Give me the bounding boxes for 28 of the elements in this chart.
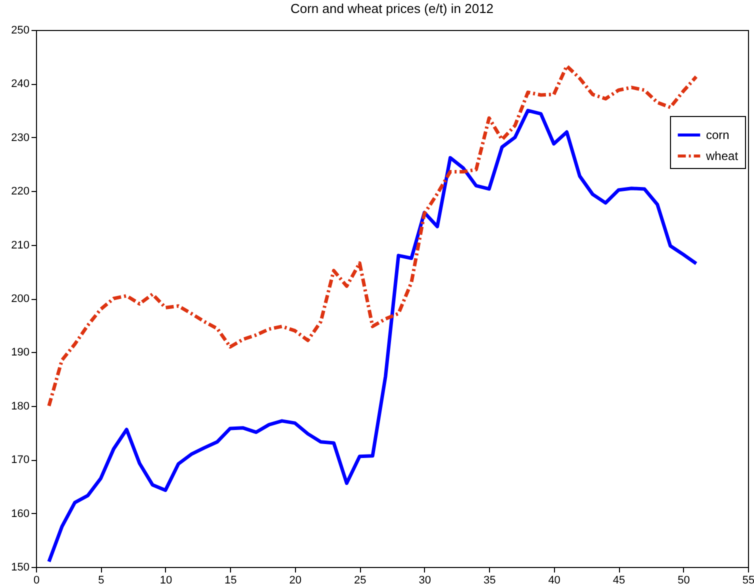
- x-tick-label: 20: [289, 574, 302, 586]
- y-tick-label: 190: [11, 346, 30, 359]
- line-series: [47, 108, 698, 564]
- y-tick-label: 210: [11, 239, 30, 252]
- chart-title: Corn and wheat prices (e/t) in 2012: [290, 1, 494, 16]
- x-tick-label: 50: [678, 574, 690, 586]
- x-tick-label: 15: [224, 574, 237, 586]
- line-series: [47, 64, 698, 408]
- x-tick-label: 45: [612, 574, 626, 586]
- x-tick-label: 55: [742, 574, 754, 586]
- y-tick-label: 230: [11, 132, 30, 144]
- y-tick-label: 180: [11, 400, 30, 412]
- y-tick-label: 200: [11, 293, 30, 305]
- y-tick-label: 170: [11, 454, 30, 466]
- x-tick-label: 5: [98, 574, 104, 586]
- y-tick-label: 150: [11, 562, 30, 574]
- legend-label: corn: [706, 128, 730, 142]
- x-tick-label: 30: [418, 574, 431, 586]
- x-tick-label: 10: [160, 574, 172, 586]
- y-tick-label: 160: [11, 508, 30, 520]
- x-tick-label: 25: [354, 574, 366, 586]
- x-tick-label: 40: [548, 574, 560, 586]
- y-tick-label: 220: [11, 186, 30, 198]
- y-tick-label: 250: [11, 24, 30, 36]
- x-tick-label: 35: [483, 574, 496, 586]
- legend-label: wheat: [705, 149, 739, 163]
- x-tick-label: 0: [33, 574, 40, 586]
- y-tick-label: 240: [11, 78, 30, 90]
